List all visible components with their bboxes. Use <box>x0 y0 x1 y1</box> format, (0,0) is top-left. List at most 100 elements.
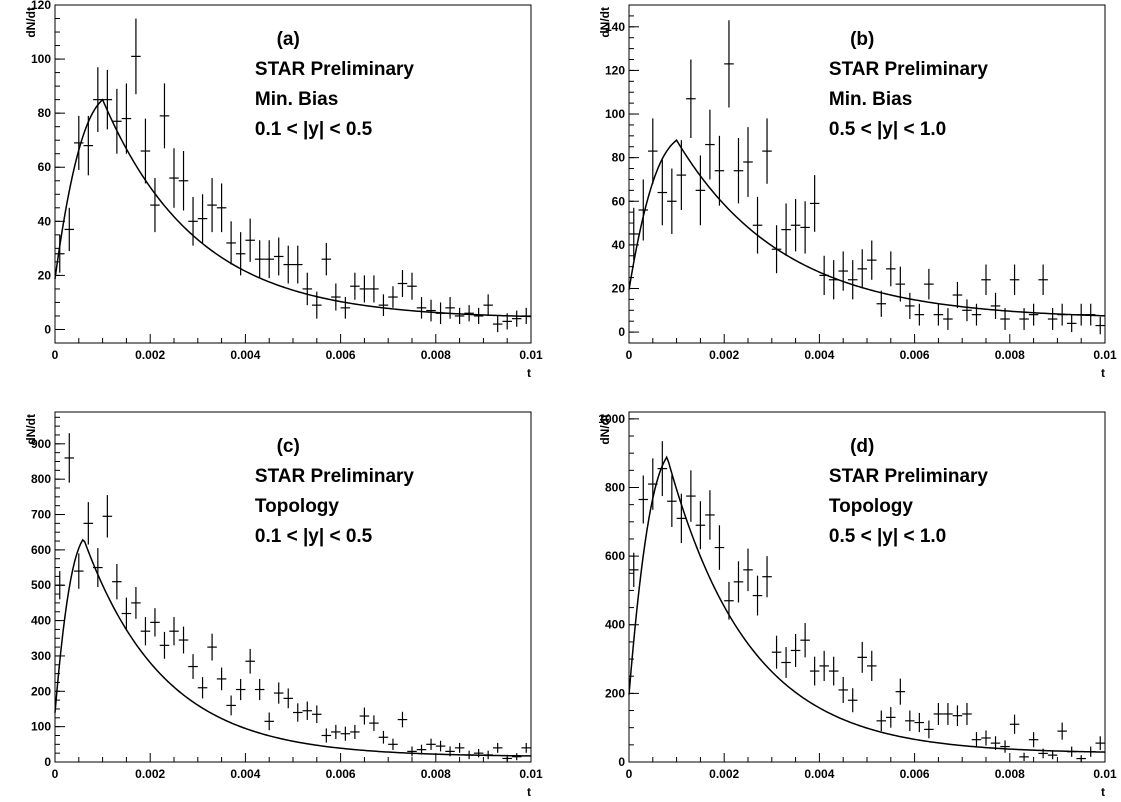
y-tick-label: 140 <box>605 20 625 34</box>
y-tick-label: 200 <box>31 684 51 698</box>
data-point <box>235 678 246 701</box>
x-tick-label: 0.008 <box>421 348 451 362</box>
data-point <box>800 623 810 658</box>
data-point <box>924 268 934 300</box>
data-point <box>629 207 639 261</box>
data-point <box>676 140 687 210</box>
data-point <box>648 458 658 510</box>
data-point <box>131 587 141 619</box>
data-point <box>207 633 217 661</box>
data-point <box>724 581 734 620</box>
x-tick-label: 0.004 <box>230 767 260 781</box>
data-point <box>502 313 512 330</box>
data-point <box>150 608 160 637</box>
data-point <box>435 302 446 325</box>
data-point <box>762 118 772 184</box>
data-point <box>705 490 715 540</box>
data-point <box>283 245 293 284</box>
data-point <box>369 275 379 303</box>
data-point <box>638 179 649 241</box>
data-point <box>895 266 906 302</box>
y-tick-label: 800 <box>31 472 51 486</box>
x-tick-label: 0.006 <box>900 348 930 362</box>
x-axis-title: t <box>527 785 531 799</box>
data-point <box>686 59 696 139</box>
data-point <box>971 303 982 326</box>
y-tick-label: 0 <box>44 322 51 336</box>
data-point <box>483 750 493 760</box>
data-point <box>378 730 389 744</box>
data-point <box>378 294 389 316</box>
data-point <box>1095 736 1105 750</box>
data-point <box>629 552 639 587</box>
y-axis-title: dN/dt <box>24 414 38 445</box>
data-point <box>1038 264 1048 296</box>
annotation-line-3: 0.1 < |y| < 0.5 <box>255 119 373 140</box>
annotation-line-2: Min. Bias <box>829 89 912 110</box>
data-point <box>1057 722 1067 740</box>
data-point <box>340 726 351 741</box>
data-point <box>150 178 160 233</box>
data-point <box>511 310 522 327</box>
fit-curve <box>628 455 1106 753</box>
x-tick-label: 0.004 <box>804 348 834 362</box>
data-point <box>790 199 801 252</box>
data-point <box>962 702 972 725</box>
data-point <box>216 667 227 691</box>
plot-frame <box>54 4 532 344</box>
data-point <box>426 299 436 322</box>
x-tick-label: 0.008 <box>995 348 1025 362</box>
data-point <box>483 294 493 316</box>
data-point <box>350 724 360 740</box>
panel-label: (d) <box>850 436 874 457</box>
data-point <box>971 732 982 748</box>
data-point <box>943 702 953 725</box>
y-tick-label: 0 <box>44 755 51 769</box>
y-tick-label: 60 <box>612 194 626 208</box>
data-point <box>102 495 113 538</box>
data-point <box>188 654 198 679</box>
data-point <box>686 470 696 522</box>
data-point <box>454 742 465 753</box>
x-tick-label: 0.002 <box>135 348 165 362</box>
data-point <box>914 303 925 326</box>
data-point <box>369 715 379 731</box>
annotation-line-1: STAR Preliminary <box>829 59 989 80</box>
data-point <box>733 138 744 204</box>
data-point <box>752 575 763 616</box>
data-point <box>312 291 322 319</box>
data-point <box>283 688 293 709</box>
data-point <box>254 678 265 701</box>
annotation-line-1: STAR Preliminary <box>829 466 989 487</box>
fit-curve <box>54 538 532 757</box>
data-point <box>464 305 474 322</box>
x-tick-label: 0 <box>626 767 633 781</box>
y-tick-label: 80 <box>612 151 626 165</box>
data-point <box>464 750 474 760</box>
plot-frame <box>628 411 1106 763</box>
data-point <box>121 597 132 630</box>
data-point <box>492 742 503 753</box>
data-point <box>714 525 725 570</box>
x-tick-label: 0.006 <box>326 767 356 781</box>
panel-b: 0 0.002 0.004 0.006 0.008 0.01 0 20 40 60 80 100 120… <box>598 4 1117 380</box>
data-point <box>952 281 963 309</box>
data-point <box>914 712 925 733</box>
data-point <box>140 617 151 646</box>
data-point <box>857 641 867 673</box>
annotation-line-1: STAR Preliminary <box>255 466 415 487</box>
plot-frame <box>54 411 532 763</box>
data-point <box>112 564 122 600</box>
data-point <box>1095 316 1105 335</box>
annotation-line-3: 0.5 < |y| < 1.0 <box>829 119 946 140</box>
data-point <box>990 736 1001 750</box>
annotation-line-2: Min. Bias <box>255 89 338 110</box>
data-point <box>397 711 408 728</box>
panel-label: (b) <box>850 29 874 50</box>
data-point <box>924 720 934 739</box>
data-point <box>762 556 772 598</box>
data-point <box>819 255 829 296</box>
data-point <box>952 705 963 726</box>
data-point <box>886 707 896 728</box>
data-point <box>445 297 455 319</box>
